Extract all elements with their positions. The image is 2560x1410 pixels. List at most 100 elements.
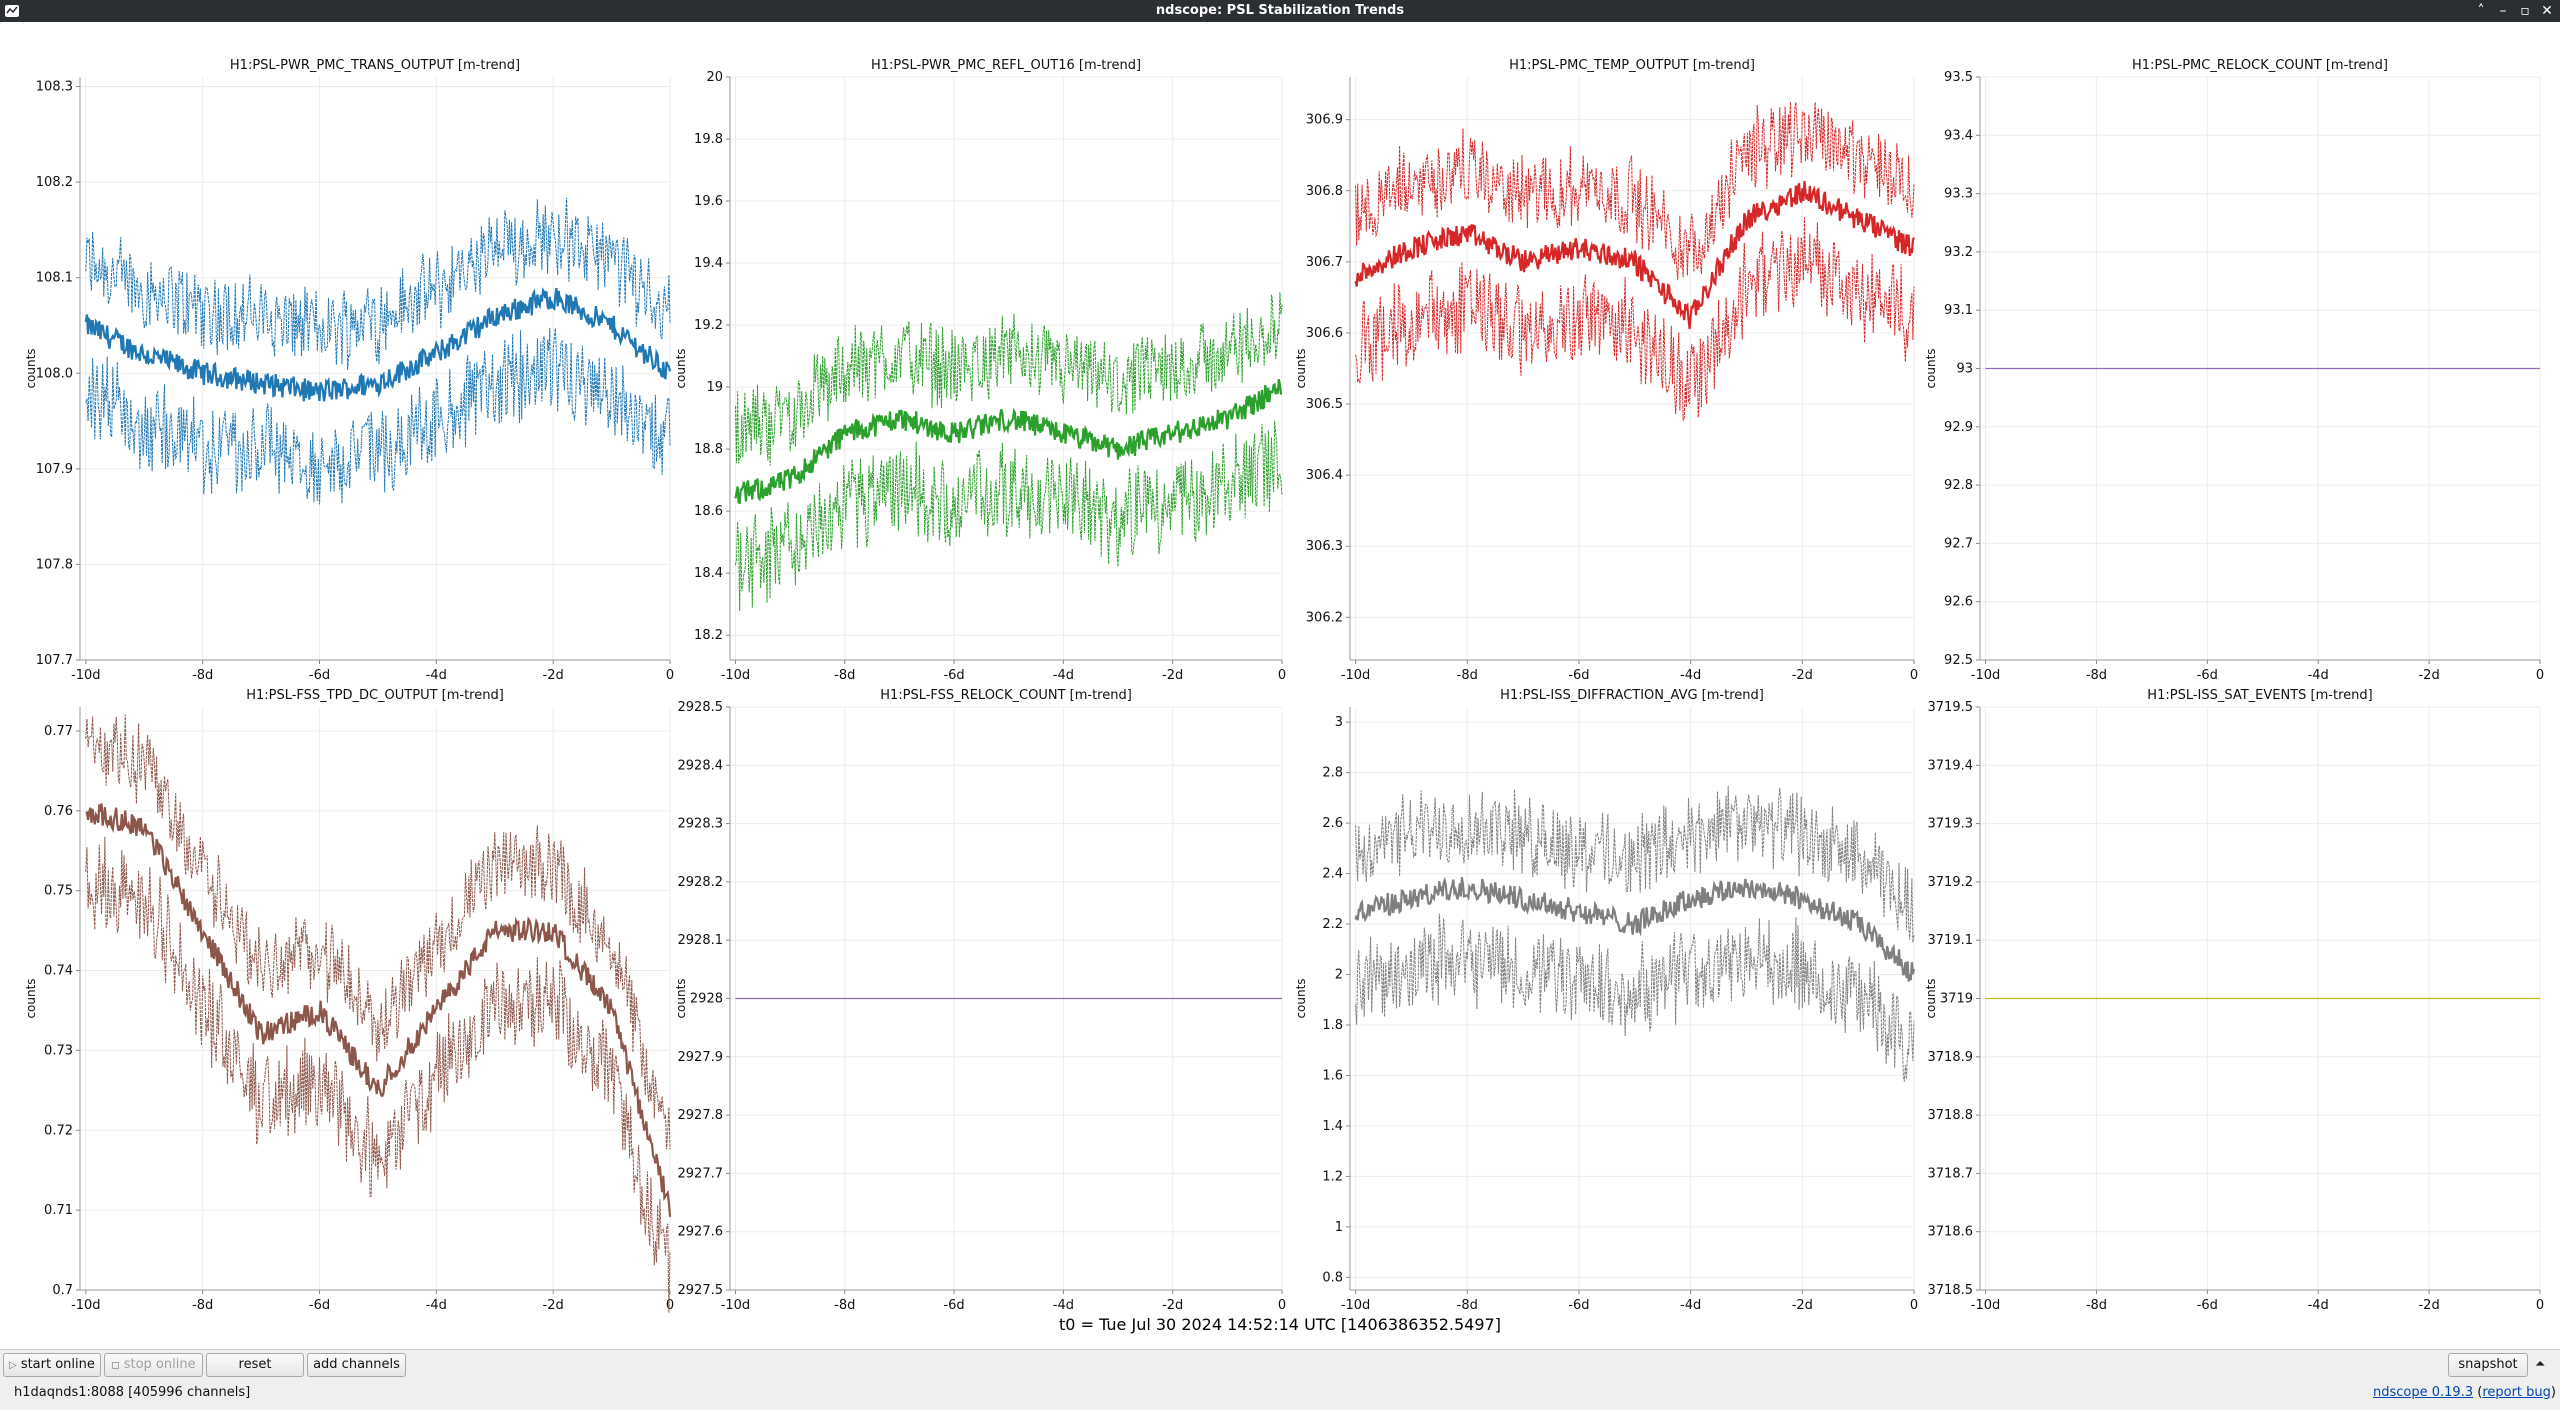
x-tick-label: -6d <box>309 668 330 683</box>
series-mean-line <box>84 287 672 402</box>
minimize-icon[interactable]: – <box>2499 3 2507 19</box>
series-min-line <box>85 836 671 1313</box>
y-tick-label: 92.7 <box>1944 536 1973 551</box>
plot-panel[interactable]: H1:PSL-FSS_RELOCK_COUNT [m-trend]counts2… <box>674 688 1286 1313</box>
plot-panel[interactable]: H1:PSL-FSS_TPD_DC_OUTPUT [m-trend] counts… <box>24 688 674 1313</box>
y-tick-label: 3718.9 <box>1928 1050 1974 1065</box>
x-tick-label: -4d <box>2308 1298 2329 1313</box>
y-tick-label: 92.6 <box>1944 595 1973 610</box>
start-online-button[interactable]: ▷ start online <box>3 1353 101 1377</box>
plot-panel[interactable]: H1:PSL-ISS_DIFFRACTION_AVG [m-trend] coun… <box>1294 688 1918 1313</box>
y-tick-label: 306.9 <box>1306 113 1343 128</box>
y-tick-label: 2927.9 <box>678 1050 724 1065</box>
x-tick-label: -8d <box>192 1298 213 1313</box>
x-tick-label: 0 <box>1910 1298 1918 1313</box>
y-tick-label: 93.3 <box>1944 187 1973 202</box>
y-tick-label: 2927.7 <box>678 1166 724 1181</box>
stop-online-button[interactable]: ◻ stop online <box>104 1353 203 1377</box>
plot-title: H1:PSL-PWR_PMC_TRANS_OUTPUT [m-trend] <box>230 58 520 73</box>
x-tick-label: -6d <box>2197 1298 2218 1313</box>
x-tick-label: -10d <box>721 668 751 683</box>
y-tick-label: 0.77 <box>44 724 73 739</box>
series-max-line <box>1355 785 1915 943</box>
y-tick-label: 93.5 <box>1944 70 1973 85</box>
y-tick-label: 1.2 <box>1322 1169 1343 1184</box>
y-tick-label: 306.2 <box>1306 610 1343 625</box>
y-tick-label: 3718.5 <box>1928 1283 1974 1298</box>
y-tick-label: 3719.3 <box>1928 817 1974 832</box>
series-min-line <box>85 327 671 505</box>
close-icon[interactable]: ✕ <box>2541 3 2553 19</box>
plot-panel[interactable]: H1:PSL-PMC_TEMP_OUTPUT [m-trend] counts 30… <box>1294 58 1918 683</box>
plot-title: H1:PSL-PMC_TEMP_OUTPUT [m-trend] <box>1509 58 1755 73</box>
maximize-icon[interactable]: ▫ <box>2520 3 2530 19</box>
x-tick-label: -8d <box>192 668 213 683</box>
y-tick-label: 0.74 <box>44 964 73 979</box>
y-tick-label: 3719.4 <box>1928 758 1974 773</box>
y-tick-label: 18.8 <box>694 442 723 457</box>
y-tick-label: 107.9 <box>36 462 73 477</box>
y-tick-label: 18.2 <box>694 628 723 643</box>
y-tick-label: 107.8 <box>36 557 73 572</box>
x-tick-label: -2d <box>1792 668 1813 683</box>
plot-panel[interactable]: H1:PSL-PWR_PMC_REFL_OUT16 [m-trend] count… <box>674 58 1286 683</box>
y-tick-label: 1 <box>1335 1220 1343 1235</box>
y-tick-label: 3719.1 <box>1928 933 1974 948</box>
window-shade-icon[interactable]: ˄ <box>2477 3 2485 19</box>
y-axis-label: counts <box>1294 978 1308 1018</box>
x-tick-label: -10d <box>1341 1298 1371 1313</box>
ndscope-link[interactable]: ndscope <box>2373 1385 2432 1400</box>
y-tick-label: 108.2 <box>36 175 73 190</box>
x-tick-label: 0 <box>2536 1298 2544 1313</box>
plot-panel[interactable]: H1:PSL-ISS_SAT_EVENTS [m-trend]counts371… <box>1924 688 2544 1313</box>
y-tick-label: 19.8 <box>694 132 723 147</box>
y-tick-label: 3719.2 <box>1928 875 1974 890</box>
y-tick-label: 19.6 <box>694 194 723 209</box>
x-tick-label: -2d <box>2418 668 2439 683</box>
x-tick-label: -2d <box>1162 668 1183 683</box>
y-tick-label: 1.4 <box>1322 1119 1343 1134</box>
collapse-toolbar-icon[interactable]: ⏶ <box>2535 1357 2546 1372</box>
version-info: ndscope 0.19.3 (report bug) <box>2373 1385 2556 1400</box>
y-tick-label: 20 <box>706 70 723 85</box>
series-min-line <box>735 420 1283 611</box>
y-tick-label: 2.6 <box>1322 816 1343 831</box>
plot-title: H1:PSL-PMC_RELOCK_COUNT [m-trend] <box>2132 58 2388 73</box>
series-min-line <box>1355 913 1915 1082</box>
x-tick-label: -8d <box>834 1298 855 1313</box>
plot-panel[interactable]: H1:PSL-PMC_RELOCK_COUNT [m-trend] counts 9… <box>1924 58 2544 683</box>
y-tick-label: 108.3 <box>36 80 73 95</box>
x-tick-label: -2d <box>1162 1298 1183 1313</box>
snapshot-button[interactable]: snapshot <box>2448 1353 2528 1377</box>
x-tick-label: -2d <box>2418 1298 2439 1313</box>
x-tick-label: -4d <box>1053 668 1074 683</box>
reset-button[interactable]: reset <box>206 1353 304 1377</box>
plot-grid[interactable]: H1:PSL-PWR_PMC_TRANS_OUTPUT [m-trend] cou… <box>0 22 2560 1342</box>
x-tick-label: 0 <box>666 668 674 683</box>
y-axis-label: counts <box>1294 348 1308 388</box>
plot-title: H1:PSL-ISS_DIFFRACTION_AVG [m-trend] <box>1500 688 1764 703</box>
plot-panel[interactable]: H1:PSL-PWR_PMC_TRANS_OUTPUT [m-trend] cou… <box>24 58 674 683</box>
add-channels-button[interactable]: add channels <box>307 1353 406 1377</box>
x-tick-label: -6d <box>1568 1298 1589 1313</box>
x-tick-label: -4d <box>426 668 447 683</box>
series-max-line <box>85 714 671 1150</box>
x-tick-label: -8d <box>1457 1298 1478 1313</box>
series-mean-line <box>1354 180 1915 330</box>
x-tick-label: -8d <box>2086 668 2107 683</box>
version-link[interactable]: 0.19.3 <box>2431 1385 2474 1400</box>
x-tick-label: -10d <box>1971 1298 2001 1313</box>
x-tick-label: -4d <box>1053 1298 1074 1313</box>
y-axis-label: counts <box>1924 978 1938 1018</box>
y-tick-label: 92.9 <box>1944 420 1973 435</box>
y-tick-label: 2 <box>1335 968 1343 983</box>
x-tick-label: -4d <box>1680 1298 1701 1313</box>
series-max-line <box>735 292 1283 466</box>
y-axis-label: counts <box>674 348 688 388</box>
y-tick-label: 2.8 <box>1322 766 1343 781</box>
x-tick-label: 0 <box>666 1298 674 1313</box>
report-bug-link[interactable]: report bug <box>2482 1385 2551 1400</box>
y-tick-label: 2928.3 <box>678 817 724 832</box>
series-min-line <box>1355 217 1915 422</box>
play-icon: ▷ <box>9 1360 17 1371</box>
